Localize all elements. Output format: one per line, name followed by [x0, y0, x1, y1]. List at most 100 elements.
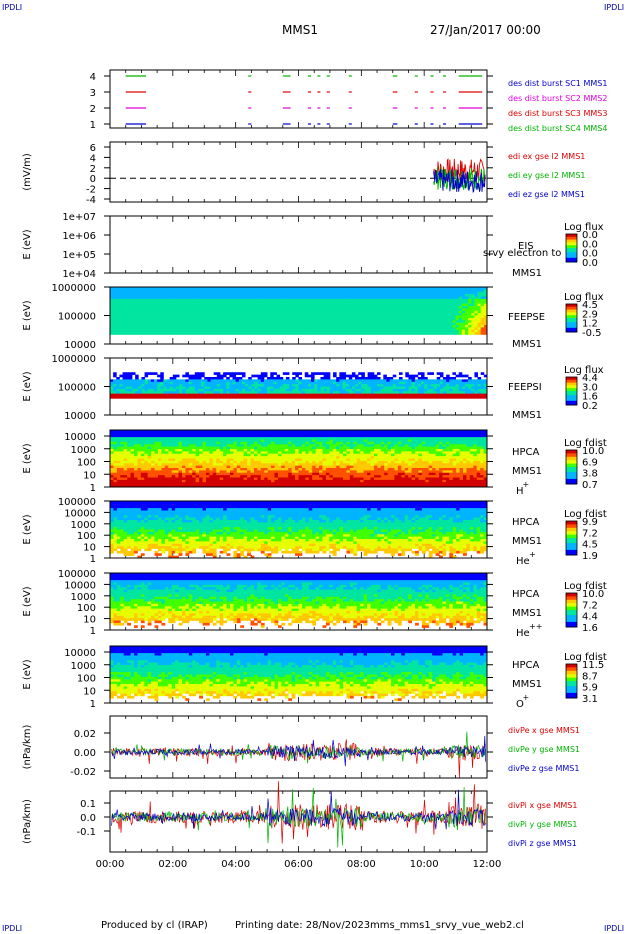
- heatmap-cell: [157, 374, 161, 378]
- heatmap-cell: [197, 381, 202, 385]
- heatmap-cell: [116, 475, 121, 478]
- heatmap-cell: [270, 289, 274, 293]
- heatmap-cell: [424, 332, 428, 335]
- panel-label: FEEPSI: [508, 382, 542, 393]
- heatmap-cell: [157, 384, 161, 387]
- heatmap-cell: [125, 308, 130, 312]
- heatmap-cell: [408, 294, 412, 297]
- heatmap-cell: [399, 306, 403, 309]
- heatmap-cell: [392, 310, 397, 314]
- panel-frame: [109, 141, 488, 203]
- heatmap-cell: [248, 291, 252, 295]
- heatmap-cell: [188, 439, 193, 443]
- heatmap-cell: [336, 317, 340, 321]
- heatmap-cell: [452, 310, 456, 314]
- heatmap-cell: [477, 310, 482, 314]
- heatmap-cell: [160, 327, 164, 331]
- heatmap-cell: [138, 289, 142, 293]
- heatmap-cell: [446, 291, 450, 295]
- heatmap-cell: [168, 475, 173, 478]
- heatmap-cell: [273, 303, 277, 307]
- heatmap-cell: [188, 303, 193, 307]
- heatmap-cell: [468, 289, 472, 293]
- heatmap-cell: [361, 320, 365, 323]
- heatmap-cell: [392, 329, 397, 333]
- heatmap-cell: [276, 393, 281, 397]
- heatmap-cell: [355, 313, 359, 316]
- heatmap-cell: [320, 384, 325, 387]
- heatmap-cell: [235, 303, 240, 307]
- heatmap-cell: [285, 393, 290, 397]
- heatmap-cell: [195, 458, 200, 462]
- heatmap-cell: [480, 306, 485, 309]
- heatmap-cell: [202, 477, 207, 481]
- heatmap-cell: [414, 396, 419, 399]
- heatmap-cell: [342, 372, 347, 375]
- heatmap-cell: [314, 327, 318, 331]
- heatmap-cell: [119, 310, 123, 314]
- heatmap-cell: [414, 306, 419, 309]
- heatmap-cell: [202, 458, 207, 462]
- heatmap-cell: [449, 294, 453, 297]
- heatmap-cell: [226, 468, 231, 471]
- heatmap-cell: [164, 479, 169, 483]
- heatmap-cell: [216, 296, 221, 300]
- heatmap-cell: [386, 386, 391, 390]
- heatmap-cell: [140, 460, 145, 464]
- heatmap-cell: [433, 322, 438, 326]
- heatmap-cell: [157, 315, 161, 319]
- heatmap-cell: [147, 379, 152, 383]
- heatmap-cell: [195, 432, 200, 436]
- heatmap-cell: [477, 315, 482, 319]
- heatmap-cell: [138, 308, 142, 312]
- heatmap-cell: [122, 329, 127, 333]
- heatmap-cell: [160, 296, 164, 300]
- heatmap-cell: [399, 287, 403, 290]
- heatmap-cell: [361, 303, 365, 307]
- heatmap-cell: [380, 381, 384, 385]
- heatmap-cell: [260, 294, 265, 297]
- heatmap-cell: [273, 306, 277, 309]
- heatmap-cell: [182, 313, 186, 316]
- heatmap-cell: [241, 329, 246, 333]
- heatmap-cell: [120, 453, 125, 457]
- heatmap-cell: [194, 287, 199, 290]
- heatmap-cell: [172, 287, 177, 290]
- heatmap-cell: [157, 296, 161, 300]
- heatmap-cell: [449, 332, 453, 335]
- heatmap-cell: [212, 451, 217, 455]
- heatmap-cell: [169, 291, 174, 295]
- heatmap-cell: [320, 320, 325, 323]
- heatmap-cell: [116, 460, 121, 464]
- heatmap-cell: [166, 301, 171, 304]
- heatmap-cell: [345, 287, 350, 290]
- heatmap-cell: [298, 315, 303, 319]
- heatmap-cell: [179, 296, 183, 300]
- heatmap-cell: [257, 381, 262, 385]
- colorbar-title: Log flux: [564, 365, 604, 376]
- heatmap-cell: [233, 449, 238, 452]
- heatmap-cell: [285, 388, 290, 392]
- heatmap-cell: [163, 294, 167, 297]
- heatmap-cell: [399, 308, 403, 312]
- heatmap-cell: [181, 479, 186, 483]
- heatmap-cell: [333, 308, 337, 312]
- heatmap-cell: [248, 308, 252, 312]
- heatmap-cell: [175, 301, 180, 304]
- heatmap-cell: [311, 327, 315, 331]
- heatmap-cell: [140, 468, 145, 471]
- heatmap-cell: [175, 434, 179, 438]
- heatmap-cell: [178, 456, 183, 459]
- heatmap-cell: [307, 374, 312, 378]
- heatmap-cell: [298, 391, 303, 394]
- heatmap-cell: [127, 444, 131, 447]
- heatmap-cell: [223, 296, 227, 300]
- heatmap-cell: [147, 315, 152, 319]
- heatmap-cell: [197, 396, 202, 399]
- heatmap-cell: [199, 456, 203, 459]
- heatmap-cell: [144, 446, 149, 450]
- heatmap-cell: [171, 430, 176, 433]
- heatmap-cell: [213, 377, 218, 380]
- heatmap-cell: [345, 296, 350, 300]
- heatmap-cell: [120, 477, 125, 481]
